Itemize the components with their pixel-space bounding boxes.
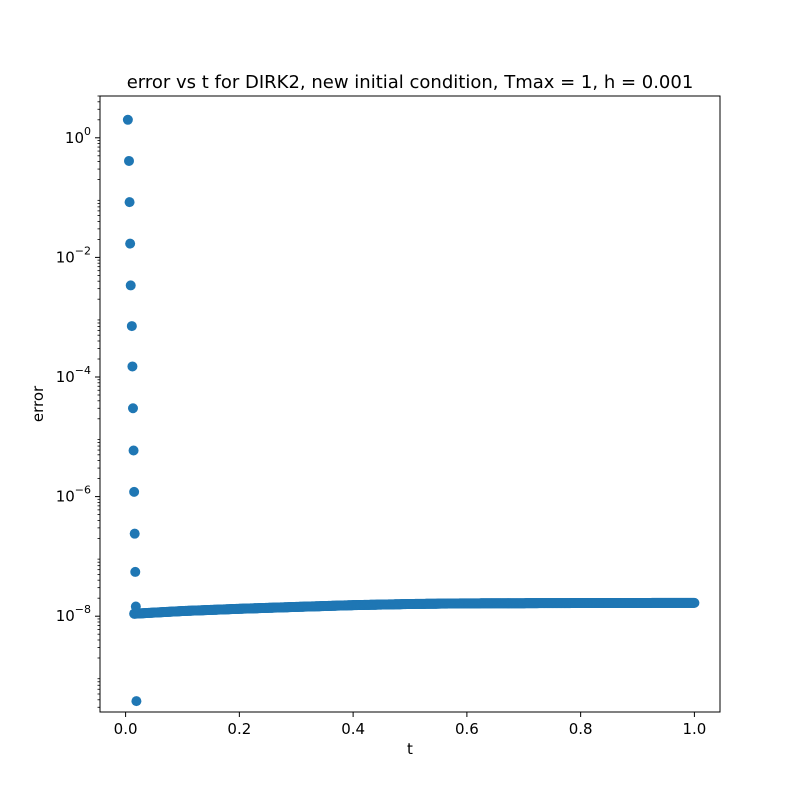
data-point [129, 528, 140, 539]
data-point [131, 696, 142, 707]
x-tick-label: 0.8 [569, 720, 593, 738]
data-point [127, 403, 138, 414]
y-tick-label: 10−8 [56, 603, 91, 625]
data-point [125, 238, 136, 249]
chart-title: error vs t for DIRK2, new initial condit… [127, 72, 694, 93]
y-tick-label: 10−2 [56, 244, 91, 266]
y-tick-label: 100 [65, 125, 91, 147]
scatter-points [122, 114, 700, 707]
x-tick-label: 0.4 [341, 720, 365, 738]
y-tick-label: 10−4 [56, 364, 91, 386]
data-point [124, 155, 135, 166]
y-tick-label: 10−6 [56, 484, 91, 506]
x-tick-label: 1.0 [682, 720, 706, 738]
data-point [126, 321, 137, 332]
data-point [125, 280, 136, 291]
data-point [130, 601, 141, 612]
data-point [130, 566, 141, 577]
data-point [689, 597, 700, 608]
data-point [129, 486, 140, 497]
x-axis-label: t [407, 740, 413, 758]
y-axis-ticks: 10−8 10−6 10−4 10−2 100 [56, 95, 100, 708]
x-tick-label: 0.2 [227, 720, 251, 738]
data-point [122, 114, 133, 125]
y-axis-label: error [29, 385, 47, 422]
x-tick-label: 0.6 [455, 720, 479, 738]
data-point [127, 361, 138, 372]
data-point [128, 445, 139, 456]
x-axis-ticks: 0.0 0.2 0.4 0.6 0.8 1.0 [114, 712, 706, 738]
data-point [124, 197, 135, 208]
plot-frame [99, 95, 721, 713]
x-tick-label: 0.0 [114, 720, 138, 738]
